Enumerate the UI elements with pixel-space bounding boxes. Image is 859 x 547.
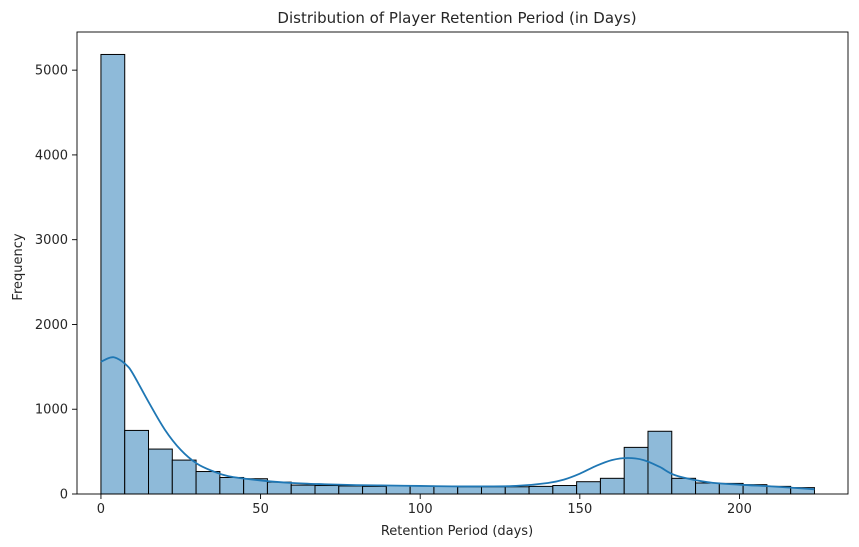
x-tick-label: 100 — [408, 502, 433, 517]
histogram-bar — [290, 484, 316, 495]
y-axis-ticks: 0 1000 2000 3000 4000 5000 — [35, 64, 77, 503]
bars-group — [100, 53, 815, 495]
histogram-bar — [314, 485, 340, 495]
histogram-bar — [504, 486, 530, 495]
histogram-bar — [433, 485, 459, 495]
histogram-bar — [552, 485, 578, 495]
histogram-bar — [124, 429, 150, 495]
y-tick-label: 1000 — [35, 403, 68, 418]
histogram-bar — [266, 481, 292, 495]
kde-curve — [100, 356, 815, 491]
x-tick-label: 150 — [567, 502, 592, 517]
x-tick-label: 50 — [252, 502, 269, 517]
y-tick-label: 5000 — [35, 64, 68, 79]
x-tick-label: 0 — [97, 502, 105, 517]
histogram-bar — [171, 459, 197, 495]
x-tick-label: 200 — [727, 502, 752, 517]
histogram-bar — [409, 485, 435, 495]
y-tick-label: 4000 — [35, 148, 68, 163]
histogram-bar — [528, 485, 554, 495]
histogram-bar — [362, 485, 387, 495]
x-axis-ticks: 0 50 100 150 200 — [97, 494, 752, 517]
histogram-bar — [576, 481, 601, 495]
histogram-bar — [623, 446, 649, 495]
x-axis-label: Retention Period (days) — [381, 524, 533, 539]
histogram-bar — [385, 485, 411, 495]
y-tick-label: 3000 — [35, 233, 68, 248]
histogram-bar — [695, 482, 720, 495]
histogram-bar — [148, 448, 173, 495]
y-tick-label: 0 — [60, 488, 68, 503]
histogram-bar — [219, 476, 245, 495]
histogram-bar — [100, 53, 126, 495]
histogram-bar — [671, 477, 697, 495]
histogram-bar — [195, 471, 221, 495]
histogram-bar — [599, 477, 625, 495]
y-tick-label: 2000 — [35, 318, 68, 333]
chart-title: Distribution of Player Retention Period … — [277, 9, 636, 27]
histogram-bar — [457, 486, 482, 495]
histogram-bar — [480, 486, 506, 495]
y-axis-label: Frequency — [11, 233, 26, 300]
histogram-bar — [338, 485, 364, 495]
plot-frame — [76, 31, 849, 495]
